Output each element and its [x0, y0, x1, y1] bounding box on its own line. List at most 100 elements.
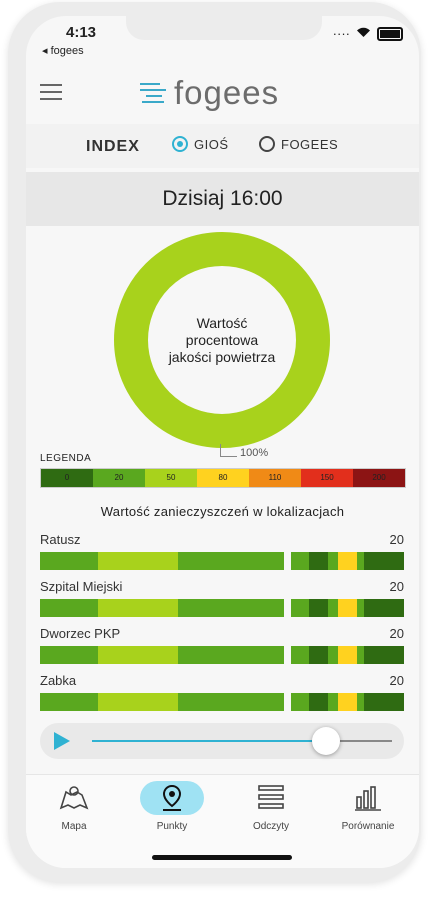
- index-option-fogees-label: FOGEES: [281, 136, 339, 152]
- pollution-section-title: Wartość zanieczyszczeń w lokalizacjach: [100, 504, 345, 519]
- timeline-segment: [309, 552, 328, 570]
- timeline-segment: [363, 646, 404, 664]
- index-option-gios-label: GIOŚ: [194, 136, 229, 152]
- bar-chart-icon: [353, 783, 383, 811]
- timeline-segment: [40, 693, 99, 711]
- timeline-segment: [40, 599, 99, 617]
- hamburger-menu-icon[interactable]: [40, 84, 62, 100]
- location-name: Dworzec PKP: [40, 626, 121, 641]
- percent-label: 100%: [240, 447, 269, 459]
- timeline-segment: [98, 599, 179, 617]
- timeline-segment: [98, 552, 179, 570]
- timeline-slider[interactable]: [92, 727, 392, 755]
- timeline-segment: [98, 693, 179, 711]
- nav-label: Porównanie: [341, 821, 395, 832]
- nav-item-punkty[interactable]: Punkty: [127, 781, 217, 832]
- location-timeline-bar[interactable]: [40, 646, 404, 664]
- location-timeline-bar[interactable]: [40, 599, 404, 617]
- timeline-player: [40, 723, 404, 759]
- location-value: 20: [389, 673, 404, 688]
- index-label: INDEX: [86, 138, 140, 155]
- location-pin-icon: [140, 781, 204, 815]
- timeline-segment: [309, 599, 328, 617]
- app-logo: fogees: [140, 74, 279, 112]
- timeline-segment: [40, 552, 99, 570]
- timeline-segment: [356, 599, 364, 617]
- legend-item-0: 0: [41, 469, 93, 487]
- index-option-fogees[interactable]: FOGEES: [259, 136, 338, 152]
- location-ratusz[interactable]: Ratusz 20: [40, 532, 404, 570]
- donut-ring: [114, 232, 330, 448]
- battery-icon: [377, 26, 403, 41]
- timeline-segment: [98, 646, 179, 664]
- timeline-segment: [291, 693, 310, 711]
- index-selector: INDEX GIOŚ FOGEES: [26, 124, 419, 168]
- status-icons: ····: [333, 26, 403, 41]
- timeline-segment: [283, 646, 292, 664]
- timeline-segment: [291, 599, 310, 617]
- timeline-segment: [309, 646, 328, 664]
- nav-item-mapa[interactable]: Mapa: [29, 783, 119, 832]
- logo-mark-icon: [140, 83, 166, 103]
- timeline-segment: [283, 599, 292, 617]
- legend-title: LEGENDA: [40, 453, 92, 464]
- slider-thumb[interactable]: [312, 727, 340, 755]
- legend-item-50: 50: [145, 469, 197, 487]
- timeline-segment: [327, 552, 339, 570]
- nav-label: Mapa: [61, 821, 87, 832]
- legend-item-110: 110: [249, 469, 301, 487]
- timeline-segment: [309, 693, 328, 711]
- timeline-segment: [356, 552, 364, 570]
- location-name: Szpital Miejski: [40, 579, 123, 594]
- app-screen: 4:13 ◂ fogees ···· fogees INDEX GIOŚ: [26, 16, 419, 868]
- timeline-segment: [363, 693, 404, 711]
- radio-unselected-icon[interactable]: [259, 136, 275, 152]
- timeline-segment: [327, 646, 339, 664]
- legend-scale: 0 20 50 80 110 150 200: [40, 468, 406, 488]
- timeline-segment: [338, 693, 357, 711]
- location-value: 20: [389, 579, 404, 594]
- timeline-segment: [327, 693, 339, 711]
- legend-item-150: 150: [301, 469, 353, 487]
- timeline-segment: [338, 552, 357, 570]
- map-icon: [59, 783, 89, 811]
- timeline-segment: [178, 646, 284, 664]
- location-dworzec-pkp[interactable]: Dworzec PKP 20: [40, 626, 404, 664]
- location-value: 20: [389, 626, 404, 641]
- timeline-segment: [363, 552, 404, 570]
- timeline-segment: [178, 599, 284, 617]
- timeline-segment: [338, 646, 357, 664]
- bottom-navigation: Mapa Punkty Odczyty Porównanie: [26, 774, 419, 868]
- timeline-segment: [40, 646, 99, 664]
- status-time: 4:13: [66, 24, 97, 41]
- nav-label: Odczyty: [252, 821, 290, 832]
- timeline-segment: [338, 599, 357, 617]
- location-timeline-bar[interactable]: [40, 693, 404, 711]
- nav-item-odczyty[interactable]: Odczyty: [226, 783, 316, 832]
- phone-frame: 4:13 ◂ fogees ···· fogees INDEX GIOŚ: [8, 2, 421, 882]
- back-to-app-link[interactable]: ◂ fogees: [42, 45, 84, 57]
- location-timeline-bar[interactable]: [40, 552, 404, 570]
- timeline-segment: [283, 552, 292, 570]
- nav-label: Punkty: [156, 821, 188, 832]
- timeline-segment: [283, 693, 292, 711]
- percent-pointer-line: [220, 444, 237, 457]
- timeline-segment: [178, 552, 284, 570]
- radio-selected-icon[interactable]: [172, 136, 188, 152]
- timeline-segment: [178, 693, 284, 711]
- index-option-gios[interactable]: GIOŚ: [172, 136, 229, 152]
- legend-item-80: 80: [197, 469, 249, 487]
- location-name: Zabka: [40, 673, 77, 688]
- nav-item-porownanie[interactable]: Porównanie: [323, 783, 413, 832]
- location-szpital-miejski[interactable]: Szpital Miejski 20: [40, 579, 404, 617]
- legend-item-200: 200: [353, 469, 405, 487]
- donut-label: Wartość procentowa jakości powietrza: [168, 314, 276, 365]
- location-zabka[interactable]: Zabka 20: [40, 673, 404, 711]
- play-icon[interactable]: [54, 732, 70, 750]
- home-indicator[interactable]: [152, 855, 292, 860]
- date-time-header: Dzisiaj 16:00: [26, 172, 419, 226]
- timeline-segment: [356, 693, 364, 711]
- notch: [126, 16, 322, 40]
- signal-icon: ····: [332, 26, 350, 41]
- timeline-segment: [291, 646, 310, 664]
